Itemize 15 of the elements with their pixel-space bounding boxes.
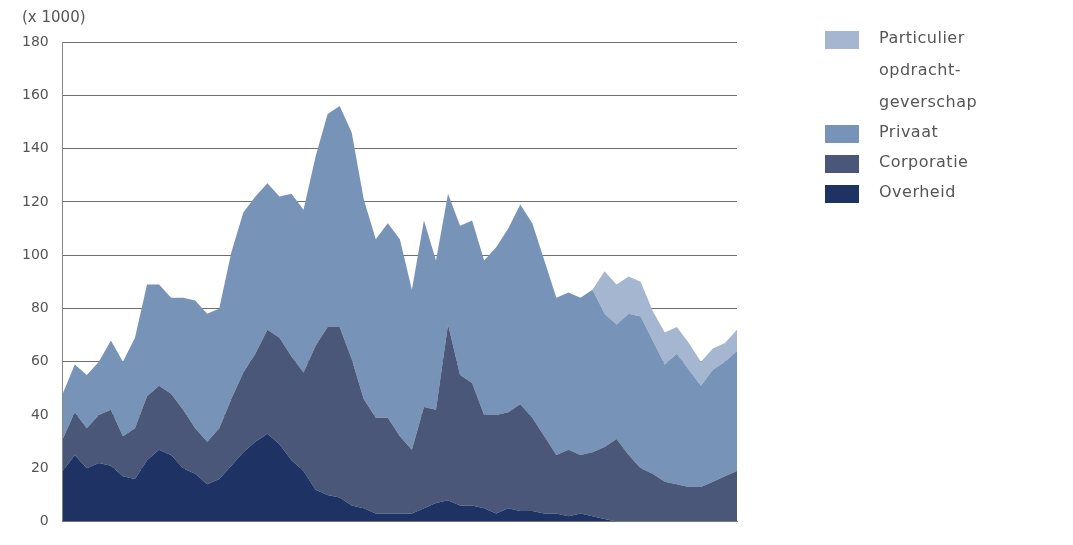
y-tick-label: 20 [30, 458, 49, 475]
y-tick-label: 180 [21, 32, 49, 49]
y-axis-title: (x 1000) [22, 8, 86, 26]
legend-label: Corporatie [879, 151, 969, 173]
legend-label: Particulier opdracht-geverschap [879, 27, 979, 113]
legend-label: Overheid [879, 181, 956, 203]
y-tick-label: 0 [39, 512, 49, 529]
legend-label: Privaat [879, 121, 939, 143]
y-tick-label: 80 [30, 299, 49, 316]
y-tick-label: 160 [21, 85, 49, 102]
y-tick-label: 40 [30, 405, 49, 422]
y-tick-label: 140 [21, 139, 49, 156]
y-tick-label: 100 [21, 245, 49, 262]
y-tick-label: 60 [30, 352, 49, 369]
y-tick-label: 120 [21, 192, 49, 209]
